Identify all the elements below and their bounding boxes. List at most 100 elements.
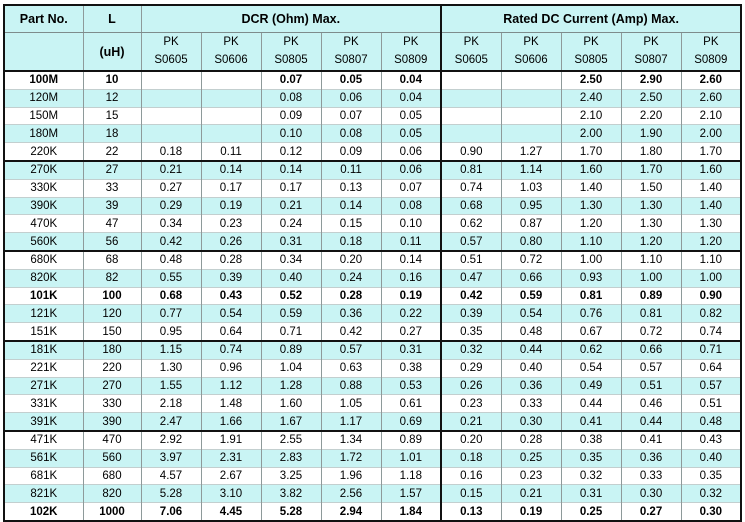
header-idc-group: Rated DC Current (Amp) Max. [440, 5, 742, 33]
cell-part-no: 330K [4, 178, 83, 198]
cell-dcr-s0606 [200, 88, 261, 108]
cell-dcr-s0805: 1.04 [260, 358, 321, 378]
cell-l-value: 820 [82, 484, 141, 503]
cell-dcr-s0805: 0.59 [260, 304, 321, 323]
cell-dcr-s0805: 0.07 [260, 70, 321, 90]
cell-idc-s0807: 0.57 [620, 358, 682, 378]
cell-idc-s0807: 1.10 [620, 250, 682, 270]
clipped-cell [320, 519, 381, 522]
cell-idc-s0805: 2.00 [560, 124, 622, 143]
cell-dcr-s0805: 2.55 [260, 430, 321, 450]
cell-idc-s0807: 0.36 [620, 448, 682, 468]
cell-dcr-s0807: 0.09 [320, 142, 381, 163]
cell-dcr-s0605: 3.97 [140, 448, 201, 468]
cell-idc-s0805: 0.31 [560, 484, 622, 503]
cell-dcr-s0805: 0.71 [260, 322, 321, 342]
clipped-cell [380, 519, 442, 522]
table-row-330k: 330K 33 0.27 0.17 0.17 0.13 0.07 0.74 1.03 1.40 1.… [4, 178, 742, 198]
cell-idc-s0807: 0.89 [620, 286, 682, 305]
cell-dcr-s0606: 0.19 [200, 196, 261, 215]
cell-dcr-s0605: 4.57 [140, 466, 201, 485]
cell-part-no: 561K [4, 448, 83, 468]
cell-dcr-s0807: 1.17 [320, 412, 381, 432]
cell-dcr-s0606: 1.48 [200, 394, 261, 413]
cell-dcr-s0807: 1.05 [320, 394, 381, 413]
cell-idc-s0805: 1.00 [560, 250, 622, 270]
table-row-150m: 150M 15 0.09 0.07 0.05 2.10 2.20 2.10 [4, 106, 742, 125]
cell-idc-s0805: 2.50 [560, 70, 622, 90]
cell-idc-s0805: 0.62 [560, 340, 622, 360]
header-row-sub: (uH) PK S0605 PK S0606 PK S0805 PK S0807 PK S0809… [4, 32, 742, 72]
cell-idc-s0807: 2.90 [620, 70, 682, 90]
cell-idc-s0807: 0.81 [620, 304, 682, 323]
cell-idc-s0807: 0.46 [620, 394, 682, 413]
cell-idc-s0605 [440, 88, 502, 108]
cell-dcr-s0606: 1.66 [200, 412, 261, 432]
cell-l-value: 390 [82, 412, 141, 432]
cell-idc-s0809: 0.57 [680, 376, 742, 395]
cell-part-no: 680K [4, 250, 83, 270]
cell-dcr-s0605: 2.92 [140, 430, 201, 450]
cell-dcr-s0605: 0.34 [140, 214, 201, 233]
table-row-820k: 820K 82 0.55 0.39 0.40 0.24 0.16 0.47 0.66 0.93 1.… [4, 268, 742, 288]
cell-idc-s0605: 0.16 [440, 466, 502, 485]
clipped-cell [4, 519, 83, 522]
cell-dcr-s0809: 0.53 [380, 376, 442, 395]
cell-dcr-s0606: 0.26 [200, 232, 261, 252]
header-series-dcr-s0605: PK S0605 [140, 32, 201, 72]
cell-dcr-s0807: 0.88 [320, 376, 381, 395]
cell-idc-s0807: 0.72 [620, 322, 682, 342]
cell-part-no: 150M [4, 106, 83, 125]
cell-idc-s0606: 0.66 [500, 268, 562, 288]
cell-dcr-s0807: 0.42 [320, 322, 381, 342]
cell-dcr-s0807: 0.05 [320, 70, 381, 90]
cell-dcr-s0606: 0.14 [200, 160, 261, 180]
cell-dcr-s0805: 0.08 [260, 88, 321, 108]
cell-l-value: 330 [82, 394, 141, 413]
cell-idc-s0805: 1.60 [560, 160, 622, 180]
cell-dcr-s0807: 0.14 [320, 196, 381, 215]
cell-dcr-s0809: 0.89 [380, 430, 442, 450]
cell-dcr-s0605: 0.55 [140, 268, 201, 288]
cell-idc-s0807: 1.70 [620, 160, 682, 180]
cell-idc-s0605: 0.15 [440, 484, 502, 503]
cell-dcr-s0606: 3.10 [200, 484, 261, 503]
clipped-cell [560, 519, 622, 522]
series-prefix: PK [223, 36, 239, 49]
cell-dcr-s0807: 0.57 [320, 340, 381, 360]
cell-dcr-s0809: 0.10 [380, 214, 442, 233]
cell-dcr-s0805: 3.82 [260, 484, 321, 503]
cell-dcr-s0807: 0.06 [320, 88, 381, 108]
cell-dcr-s0606: 0.11 [200, 142, 261, 163]
cell-idc-s0807: 1.20 [620, 232, 682, 252]
cell-dcr-s0605: 0.18 [140, 142, 201, 163]
cell-idc-s0809: 0.71 [680, 340, 742, 360]
cell-idc-s0605: 0.74 [440, 178, 502, 198]
table-row-271k: 271K 270 1.55 1.12 1.28 0.88 0.53 0.26 0.36 0.49 0… [4, 376, 742, 395]
cell-idc-s0805: 0.49 [560, 376, 622, 395]
cell-part-no: 560K [4, 232, 83, 252]
cell-dcr-s0805: 0.52 [260, 286, 321, 305]
cell-idc-s0606: 0.28 [500, 430, 562, 450]
cell-idc-s0605: 0.20 [440, 430, 502, 450]
cell-idc-s0606: 0.48 [500, 322, 562, 342]
cell-dcr-s0605 [140, 124, 201, 143]
cell-dcr-s0809: 0.22 [380, 304, 442, 323]
header-l: L [82, 5, 141, 33]
series-code: S0805 [574, 53, 608, 66]
cell-l-value: 15 [82, 106, 141, 125]
cell-idc-s0606: 0.21 [500, 484, 562, 503]
cell-idc-s0807: 1.00 [620, 268, 682, 288]
cell-dcr-s0805: 0.40 [260, 268, 321, 288]
table-row-560k: 560K 56 0.42 0.26 0.31 0.18 0.11 0.57 0.80 1.10 1.… [4, 232, 742, 252]
clipped-cell [620, 519, 682, 522]
cell-l-value: 56 [82, 232, 141, 252]
cell-dcr-s0606: 0.39 [200, 268, 261, 288]
table-row-220k: 220K 22 0.18 0.11 0.12 0.09 0.06 0.90 1.27 1.70 1.… [4, 142, 742, 163]
table-row-390k: 390K 39 0.29 0.19 0.21 0.14 0.08 0.68 0.95 1.30 1.… [4, 196, 742, 215]
cell-idc-s0606: 0.30 [500, 412, 562, 432]
header-part-no-spacer [4, 32, 83, 72]
cell-dcr-s0606: 0.23 [200, 214, 261, 233]
cell-idc-s0809: 1.10 [680, 250, 742, 270]
cell-idc-s0809: 0.74 [680, 322, 742, 342]
